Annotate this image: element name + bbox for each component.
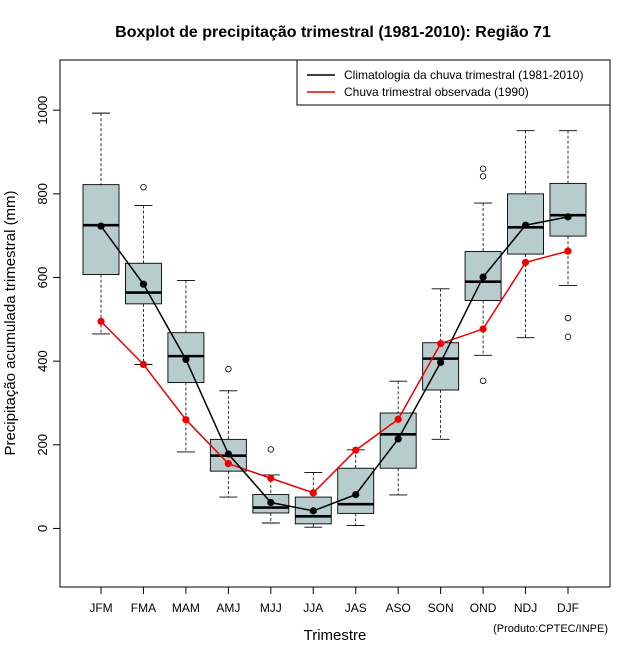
x-tick-label: FMA xyxy=(131,601,156,615)
y-tick-label: 400 xyxy=(35,350,50,372)
observed-point xyxy=(437,339,445,348)
x-tick-label: JJA xyxy=(303,601,323,615)
observed-point xyxy=(309,489,317,497)
legend-climatology-label: Climatologia da chuva trimestral (1981-2… xyxy=(344,68,583,82)
climatology-point xyxy=(97,222,105,230)
observed-point xyxy=(521,258,530,267)
y-tick-label: 1000 xyxy=(35,96,50,125)
outlier-point xyxy=(267,446,275,453)
outlier-point xyxy=(564,333,572,341)
x-tick-label: NDJ xyxy=(514,601,537,615)
legend-box xyxy=(296,59,611,106)
outlier-point xyxy=(140,183,147,191)
climatology-point xyxy=(182,355,190,364)
climatology-point xyxy=(521,221,530,229)
x-tick-label: JFM xyxy=(89,601,112,615)
climatology-point xyxy=(437,358,445,366)
y-tick-label: 200 xyxy=(35,434,50,456)
x-tick-label: ASO xyxy=(386,601,411,615)
observed-point xyxy=(352,446,360,454)
x-axis-label: Trimestre xyxy=(304,627,367,644)
box-body xyxy=(549,182,587,237)
y-axis-label: Precipitação acumulada trimestral (mm) xyxy=(2,190,19,455)
outlier-point xyxy=(479,173,487,180)
outlier-point xyxy=(479,165,487,172)
climatology-point xyxy=(394,435,402,443)
observed-point xyxy=(267,474,275,482)
climatology-point xyxy=(267,498,275,507)
y-tick-label: 0 xyxy=(35,525,50,532)
observed-point xyxy=(479,325,487,333)
series-lines xyxy=(97,213,572,515)
y-axis: 0 200 400 600 800 1000 xyxy=(35,96,61,532)
x-tick-label: SON xyxy=(428,601,454,615)
outlier-point xyxy=(225,365,232,373)
chart-title: Boxplot de precipitação trimestral (1981… xyxy=(115,24,551,41)
x-tick-label: AMJ xyxy=(216,601,240,615)
climatology-point xyxy=(564,213,572,221)
observed-point xyxy=(139,360,148,369)
legend-observed-label: Chuva trimestral observada (1990) xyxy=(344,85,529,99)
observed-point xyxy=(224,460,232,468)
x-tick-label: MAM xyxy=(172,601,200,615)
observed-point xyxy=(97,317,105,326)
outlier-point xyxy=(564,314,572,322)
outlier-point xyxy=(479,377,487,385)
climatology-point xyxy=(309,507,317,515)
box-body xyxy=(464,251,502,301)
y-tick-label: 600 xyxy=(35,267,50,289)
box-body xyxy=(337,467,375,514)
x-tick-label: OND xyxy=(470,601,497,615)
y-tick-label: 800 xyxy=(35,183,50,205)
x-tick-label: DJF xyxy=(557,601,579,615)
climatology-point xyxy=(224,450,232,458)
x-axis: JFM FMA MAM AMJ MJJ JJA JAS ASO SON OND NDJ DJF xyxy=(89,586,579,615)
climatology-point xyxy=(479,273,487,281)
box-jas xyxy=(337,449,375,526)
x-tick-label: JAS xyxy=(345,601,367,615)
box-ond xyxy=(464,165,502,385)
observed-point xyxy=(564,247,572,255)
climatology-point xyxy=(139,280,148,288)
x-tick-label: MJJ xyxy=(260,601,282,615)
observed-point xyxy=(394,415,402,423)
climatology-point xyxy=(352,490,360,499)
climatology-line xyxy=(100,216,569,512)
observed-point xyxy=(182,416,190,424)
observed-line xyxy=(100,250,569,494)
legend: Climatologia da chuva trimestral (1981-2… xyxy=(296,59,611,106)
credit-label: (Produto:CPTEC/INPE) xyxy=(493,623,608,635)
